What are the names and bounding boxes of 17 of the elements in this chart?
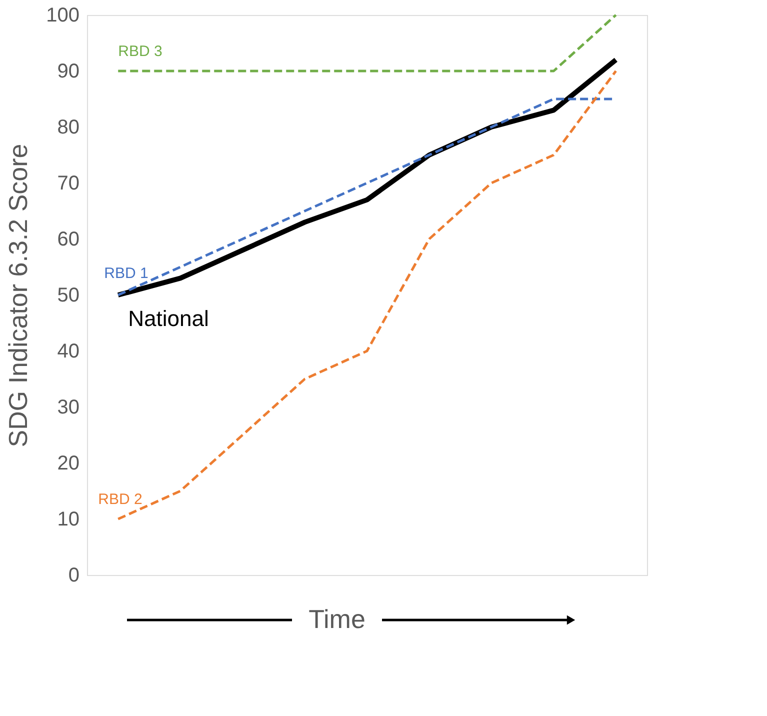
y-tick-label: 50 [57,284,80,306]
y-tick-label: 60 [57,228,80,250]
y-tick-label: 70 [57,172,80,194]
y-tick-label: 40 [57,340,80,362]
y-tick-label: 30 [57,396,80,418]
y-axis-title: SDG Indicator 6.3.2 Score [3,144,34,448]
y-tick-label: 20 [57,452,80,474]
series-label: RBD 1 [104,265,148,282]
series-label: RBD 2 [98,491,142,508]
x-axis-title: Time [308,604,366,634]
y-tick-label: 0 [68,564,80,586]
y-tick-label: 100 [46,4,80,26]
y-tick-label: 10 [57,508,80,530]
series-label: RBD 3 [118,43,162,60]
y-tick-label: 90 [57,60,80,82]
y-tick-label: 80 [57,116,80,138]
series-label: National [128,306,209,331]
